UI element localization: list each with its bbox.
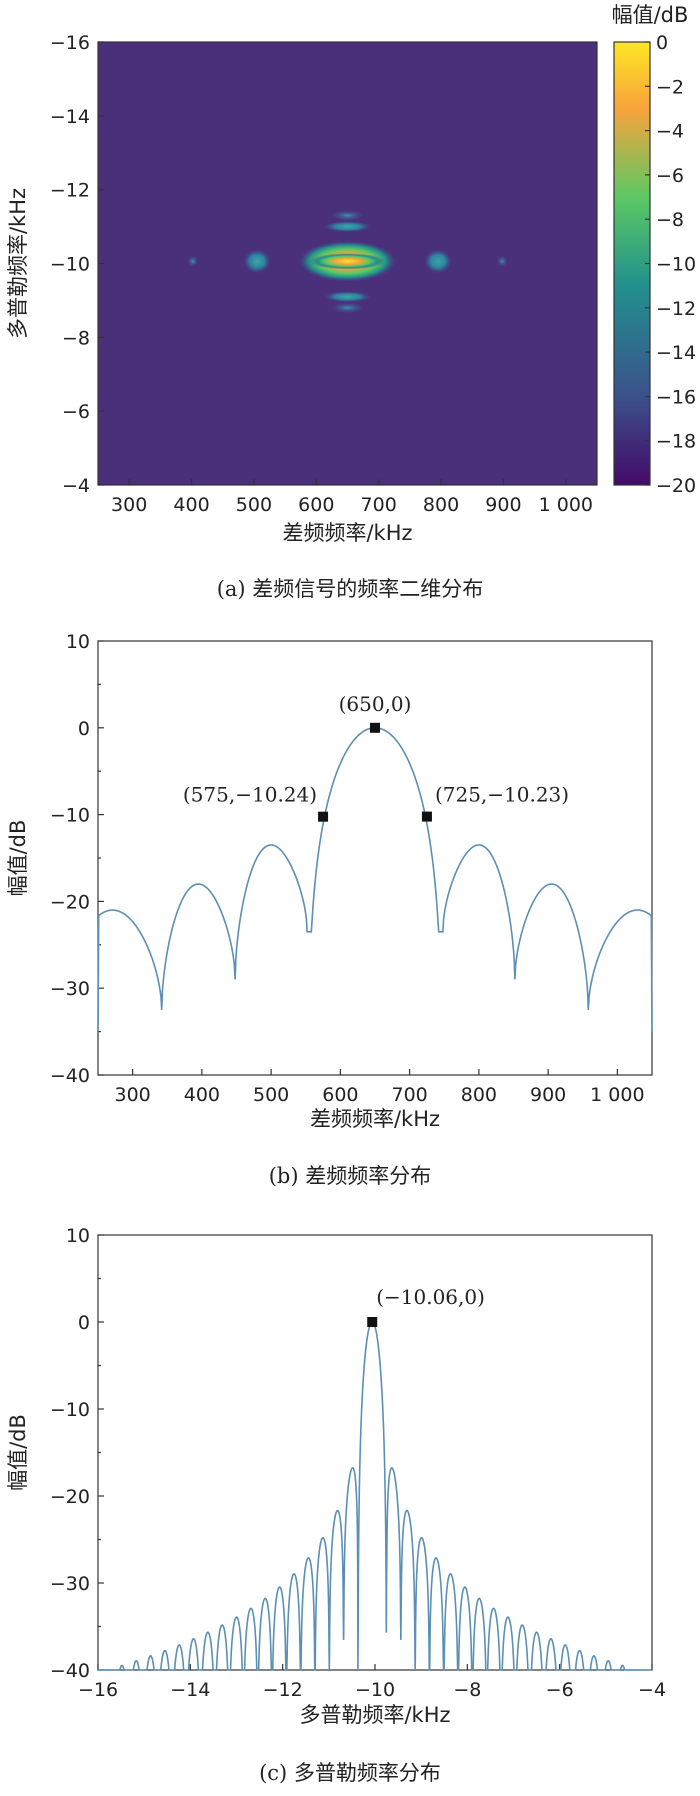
y-tick-label: −8 [62, 327, 90, 349]
doppler-frequency-panel: −16 −14 −12 −10 −8 −6 −4 10 0 −10 −20 −30 −40 (−10.… [6, 1225, 666, 1785]
y-tick-label: −20 [50, 1486, 90, 1508]
heatmap-blob [187, 255, 199, 268]
x-tick-label: −8 [453, 1679, 481, 1701]
x-tick-label: 600 [322, 1084, 358, 1106]
doppler-frequency-curve [98, 1321, 652, 1671]
x-tick-label: 500 [236, 494, 272, 516]
x-tick-label: −6 [546, 1679, 574, 1701]
y-tick-label: −10 [50, 805, 90, 827]
y-tick-label: −40 [50, 1065, 90, 1087]
caption-c: (c) 多普勒频率分布 [259, 1761, 441, 1785]
y-tick-label: 10 [66, 1225, 90, 1247]
x-tick-label: 1 000 [590, 1084, 644, 1106]
annotation-marker [370, 722, 380, 733]
colorbar-tick-label: −16 [656, 386, 696, 408]
heatmap-x-axis-label: 差频频率/kHz [282, 521, 412, 545]
y-tick-label: −30 [50, 978, 90, 1000]
beat-frequency-panel: 300 400 500 600 700 800 900 1 000 10 0 −10 −20 −30 −… [6, 631, 653, 1188]
x-tick-label: −4 [638, 1679, 666, 1701]
colorbar [614, 42, 650, 485]
annotation-marker [421, 811, 432, 822]
x-tick-label: 300 [114, 1084, 150, 1106]
y-tick-label: −16 [50, 32, 90, 54]
y-tick-label: 0 [78, 1312, 90, 1334]
caption-a: (a) 差频信号的频率二维分布 [217, 577, 484, 601]
caption-b: (b) 差频频率分布 [269, 1164, 432, 1188]
heatmap-blob [496, 255, 508, 268]
x-tick-label: 800 [423, 494, 459, 516]
heatmap-blob [310, 253, 385, 270]
heatmap-blob [330, 302, 365, 314]
y-tick-label: −20 [50, 891, 90, 913]
colorbar-tick-label: −18 [656, 431, 696, 453]
heatmap-blob [323, 221, 372, 233]
x-tick-label: 1 000 [539, 494, 593, 516]
colorbar-tick-label: −12 [656, 298, 696, 320]
y-tick-label: −10 [50, 1399, 90, 1421]
x-tick-label: 400 [173, 494, 209, 516]
annotation-marker [318, 811, 329, 822]
colorbar-tick-label: −4 [656, 121, 684, 143]
x-tick-label: −16 [78, 1679, 118, 1701]
x-tick-label: 800 [461, 1084, 497, 1106]
heatmap-blobs [187, 209, 508, 314]
heatmap-blob [323, 291, 372, 303]
panel-c-y-ticks: 10 0 −10 −20 −30 −40 [50, 1225, 104, 1682]
x-tick-label: 900 [530, 1084, 566, 1106]
heatmap-y-ticks: −16 −14 −12 −10 −8 −6 −4 [50, 32, 104, 497]
x-tick-label: 400 [184, 1084, 220, 1106]
panel-b-annotations: (650,0) (575,−10.24) (725,−10.23) [183, 692, 569, 822]
colorbar-ticks: 0 −2 −4 −6 −8 −10 −12 −14 −16 −18 −20 [645, 32, 696, 497]
annotation-label: (650,0) [339, 692, 412, 716]
heatmap-blob [243, 249, 271, 274]
panel-c-frame [97, 1234, 653, 1671]
x-tick-label: −10 [355, 1679, 395, 1701]
y-tick-label: 0 [78, 718, 90, 740]
x-tick-label: 700 [361, 494, 397, 516]
heatmap-panel: 300 400 500 600 700 800 900 1 000 −16−14−12−10−… [6, 3, 696, 601]
colorbar-tick-label: −14 [656, 342, 696, 364]
beat-frequency-curve [97, 726, 653, 1032]
x-tick-label: 600 [298, 494, 334, 516]
y-tick-label: −4 [62, 475, 90, 497]
panel-b-x-axis-label: 差频频率/kHz [310, 1107, 440, 1131]
heatmap-x-ticks: 300 400 500 600 700 800 900 1 000 [111, 479, 593, 516]
panel-b-y-ticks: 10 0 −10 −20 −30 −40 [50, 631, 104, 1087]
colorbar-tick-label: −2 [656, 76, 684, 98]
colorbar-tick-label: −20 [656, 475, 696, 497]
y-tick-label: −30 [50, 1573, 90, 1595]
x-tick-label: −12 [263, 1679, 303, 1701]
annotation-label: (575,−10.24) [183, 783, 317, 807]
y-tick-label: 10 [66, 631, 90, 653]
x-tick-label: 700 [391, 1084, 427, 1106]
panel-c-y-axis-label: 幅值/dB [6, 1414, 30, 1491]
annotation-label: (−10.06,0) [376, 1285, 485, 1309]
colorbar-tick-label: −10 [656, 254, 696, 276]
colorbar-tick-label: −8 [656, 209, 684, 231]
x-tick-label: −14 [170, 1679, 210, 1701]
panel-c-annotations: (−10.06,0) [367, 1285, 485, 1327]
panel-c-x-axis-label: 多普勒频率/kHz [299, 1703, 450, 1727]
heatmap-y-axis-label: 多普勒频率/kHz [6, 188, 30, 339]
panel-c-x-ticks: −16 −14 −12 −10 −8 −6 −4 [78, 1664, 666, 1701]
panel-b-y-axis-label: 幅值/dB [6, 820, 30, 897]
x-tick-label: 300 [111, 494, 147, 516]
heatmap-blob [330, 209, 365, 222]
x-tick-label: 900 [485, 494, 521, 516]
annotation-label: (725,−10.23) [435, 783, 569, 807]
panel-b-x-ticks: 300 400 500 600 700 800 900 1 000 [114, 1069, 645, 1106]
y-tick-label: −10 [50, 254, 90, 276]
colorbar-label: 幅值/dB [612, 3, 689, 27]
y-tick-label: −14 [50, 106, 90, 128]
colorbar-tick-label: −6 [656, 165, 684, 187]
x-tick-label: 500 [253, 1084, 289, 1106]
heatmap-blob [424, 249, 452, 274]
annotation-marker [367, 1317, 378, 1327]
colorbar-tick-label: 0 [656, 32, 668, 54]
y-tick-label: −12 [50, 180, 90, 202]
y-tick-label: −6 [62, 401, 90, 423]
y-tick-label: −40 [50, 1660, 90, 1682]
